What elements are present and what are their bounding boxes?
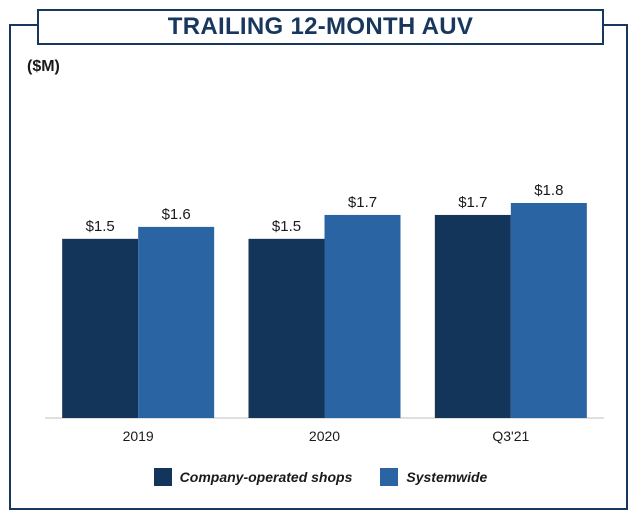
data-label-company-0: $1.5 bbox=[86, 218, 115, 235]
x-tick-label-2: Q3'21 bbox=[492, 428, 529, 444]
bar-company-2 bbox=[434, 214, 511, 418]
x-tick-label-0: 2019 bbox=[123, 428, 154, 444]
data-label-systemwide-2: $1.8 bbox=[534, 182, 563, 199]
bar-systemwide-2 bbox=[510, 203, 587, 418]
data-label-systemwide-0: $1.6 bbox=[162, 206, 191, 223]
legend-label-systemwide: Systemwide bbox=[406, 469, 488, 485]
data-label-company-2: $1.7 bbox=[458, 194, 487, 211]
bar-systemwide-1 bbox=[324, 214, 401, 418]
unit-label: ($M) bbox=[27, 58, 60, 75]
legend-item-systemwide: Systemwide bbox=[380, 468, 487, 486]
data-label-systemwide-1: $1.7 bbox=[348, 194, 377, 211]
data-label-company-1: $1.5 bbox=[272, 218, 301, 235]
legend-item-company: Company-operated shops bbox=[153, 468, 353, 486]
legend-swatch-company bbox=[153, 468, 172, 486]
bar-company-0 bbox=[62, 238, 139, 418]
bar-systemwide-0 bbox=[138, 226, 215, 418]
chart-title: TRAILING 12-MONTH AUV bbox=[167, 13, 474, 40]
title-box: TRAILING 12-MONTH AUV bbox=[37, 9, 604, 45]
legend-label-company: Company-operated shops bbox=[179, 469, 353, 485]
legend: Company-operated shops Systemwide bbox=[0, 468, 641, 486]
bar-company-1 bbox=[248, 238, 325, 418]
legend-swatch-systemwide bbox=[380, 468, 399, 486]
x-tick-label-1: 2020 bbox=[309, 428, 340, 444]
